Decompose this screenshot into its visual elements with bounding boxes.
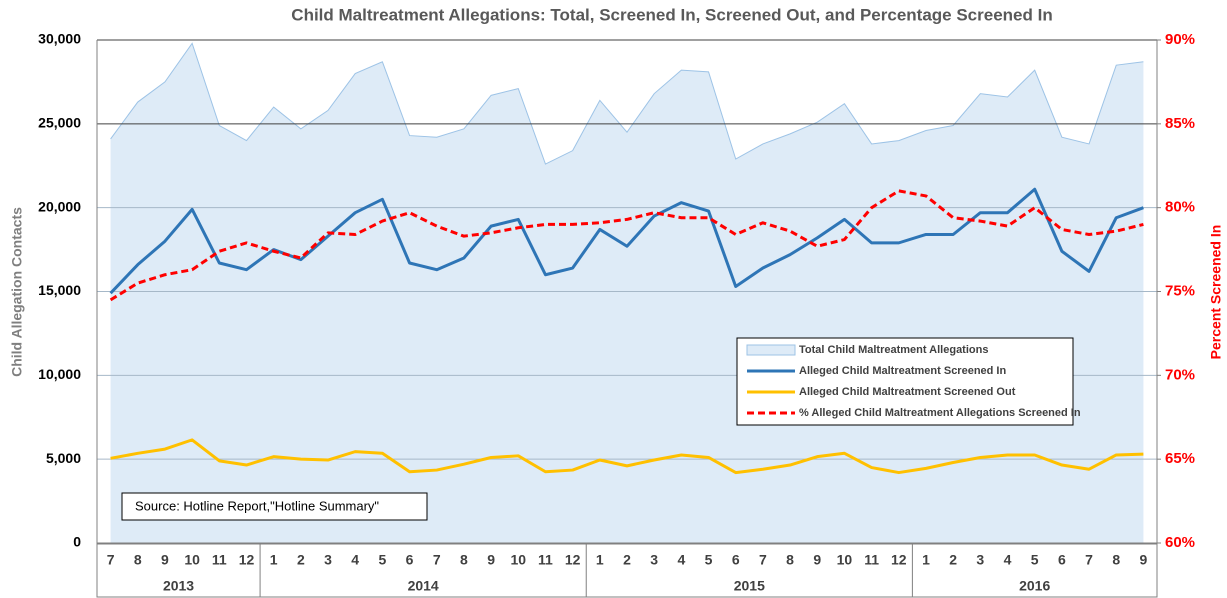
x-tick-label: 7 — [759, 552, 767, 568]
x-tick-label: 9 — [487, 552, 495, 568]
x-tick-label: 1 — [270, 552, 278, 568]
x-tick-label: 11 — [864, 552, 879, 568]
y2-tick-label: 85% — [1165, 115, 1195, 132]
legend-label: Alleged Child Maltreatment Screened In — [799, 365, 1006, 377]
x-tick-label: 5 — [1031, 552, 1039, 568]
x-tick-label: 4 — [351, 552, 359, 568]
x-tick-label: 2 — [623, 552, 631, 568]
x-tick-label: 3 — [650, 552, 658, 568]
x-tick-label: 5 — [378, 552, 386, 568]
y2-tick-label: 75% — [1165, 282, 1195, 299]
x-tick-label: 9 — [813, 552, 821, 568]
x-tick-label: 12 — [239, 552, 255, 568]
x-tick-label: 6 — [406, 552, 414, 568]
x-tick-label: 6 — [732, 552, 740, 568]
annotation-box — [121, 492, 428, 521]
year-label: 2013 — [163, 578, 194, 594]
x-tick-label: 9 — [1140, 552, 1148, 568]
y-tick-label: 5,000 — [46, 450, 81, 466]
y-tick-label: 20,000 — [38, 198, 81, 214]
annotation: Source: Hotline Report,"Hotline Summary" — [135, 498, 379, 513]
x-tick-label: 12 — [565, 552, 581, 568]
y2-tick-label: 65% — [1165, 450, 1195, 467]
y2-tick-label: 80% — [1165, 199, 1195, 216]
x-tick-label: 6 — [1058, 552, 1066, 568]
x-tick-label: 4 — [677, 552, 685, 568]
year-label: 2014 — [408, 578, 439, 594]
x-tick-label: 1 — [596, 552, 604, 568]
y2-axis-title: Percent Screened In — [1208, 225, 1224, 360]
x-tick-label: 3 — [976, 552, 984, 568]
legend-label: % Alleged Child Maltreatment Allegations… — [799, 407, 1081, 419]
y-tick-label: 25,000 — [38, 115, 81, 131]
year-label: 2016 — [1019, 578, 1050, 594]
y-tick-label: 30,000 — [38, 31, 81, 47]
x-axis-box — [96, 542, 1158, 598]
x-tick-label: 11 — [538, 552, 553, 568]
y2-tick-label: 90% — [1165, 31, 1195, 48]
area-outline — [110, 42, 1144, 165]
x-tick-label: 10 — [510, 552, 526, 568]
chart-title: Child Maltreatment Allegations: Total, S… — [291, 5, 1052, 24]
y-axis-title: Child Allegation Contacts — [9, 207, 25, 377]
x-tick-label: 8 — [1112, 552, 1120, 568]
y2-tick-label: 70% — [1165, 366, 1195, 383]
x-tick-label: 4 — [1004, 552, 1012, 568]
series-line — [109, 189, 1144, 302]
x-tick-label: 7 — [107, 552, 115, 568]
x-tick-label: 2 — [949, 552, 957, 568]
x-tick-label: 10 — [184, 552, 200, 568]
y-tick-label: 15,000 — [38, 282, 81, 298]
x-tick-label: 7 — [1085, 552, 1093, 568]
x-tick-label: 10 — [837, 552, 853, 568]
x-tick-label: 8 — [460, 552, 468, 568]
x-tick-label: 12 — [891, 552, 907, 568]
y-tick-label: 10,000 — [38, 366, 81, 382]
x-tick-label: 2 — [297, 552, 305, 568]
legend-label: Total Child Maltreatment Allegations — [799, 344, 988, 356]
x-tick-label: 1 — [922, 552, 930, 568]
x-tick-label: 11 — [212, 552, 227, 568]
area — [110, 43, 1144, 543]
plot — [110, 42, 1144, 543]
x-tick-label: 8 — [134, 552, 142, 568]
y2-tick-label: 60% — [1165, 534, 1195, 551]
year-label: 2015 — [734, 578, 765, 594]
legend-swatch — [746, 344, 796, 356]
x-tick-label: 8 — [786, 552, 794, 568]
legend-label: Alleged Child Maltreatment Screened Out — [799, 386, 1016, 398]
x-tick-label: 3 — [324, 552, 332, 568]
x-tick-label: 5 — [705, 552, 713, 568]
y-tick-label: 0 — [73, 534, 81, 550]
x-tick-label: 7 — [433, 552, 441, 568]
series-line — [110, 438, 1144, 475]
x-tick-label: 9 — [161, 552, 169, 568]
